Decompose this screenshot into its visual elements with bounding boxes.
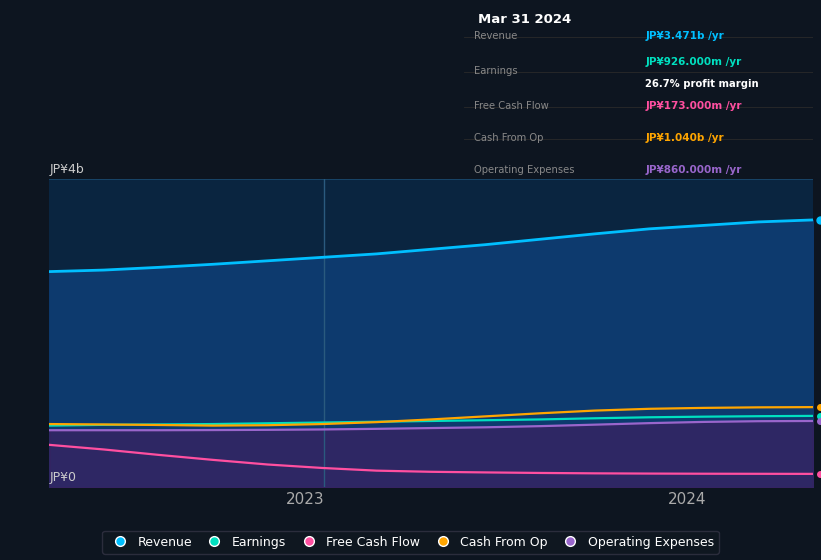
Text: JP¥926.000m /yr: JP¥926.000m /yr bbox=[645, 57, 741, 67]
Text: Operating Expenses: Operating Expenses bbox=[475, 165, 575, 175]
Text: JP¥860.000m /yr: JP¥860.000m /yr bbox=[645, 165, 741, 175]
Text: Cash From Op: Cash From Op bbox=[475, 133, 544, 143]
Text: JP¥0: JP¥0 bbox=[49, 472, 76, 484]
Text: JP¥1.040b /yr: JP¥1.040b /yr bbox=[645, 133, 724, 143]
Text: JP¥4b: JP¥4b bbox=[49, 164, 84, 176]
Text: Revenue: Revenue bbox=[475, 31, 518, 41]
Text: JP¥3.471b /yr: JP¥3.471b /yr bbox=[645, 31, 724, 41]
Text: 26.7% profit margin: 26.7% profit margin bbox=[645, 79, 759, 89]
Text: JP¥173.000m /yr: JP¥173.000m /yr bbox=[645, 101, 742, 111]
Text: Free Cash Flow: Free Cash Flow bbox=[475, 101, 549, 111]
Legend: Revenue, Earnings, Free Cash Flow, Cash From Op, Operating Expenses: Revenue, Earnings, Free Cash Flow, Cash … bbox=[103, 531, 718, 554]
Text: Mar 31 2024: Mar 31 2024 bbox=[478, 13, 571, 26]
Text: Earnings: Earnings bbox=[475, 66, 518, 76]
